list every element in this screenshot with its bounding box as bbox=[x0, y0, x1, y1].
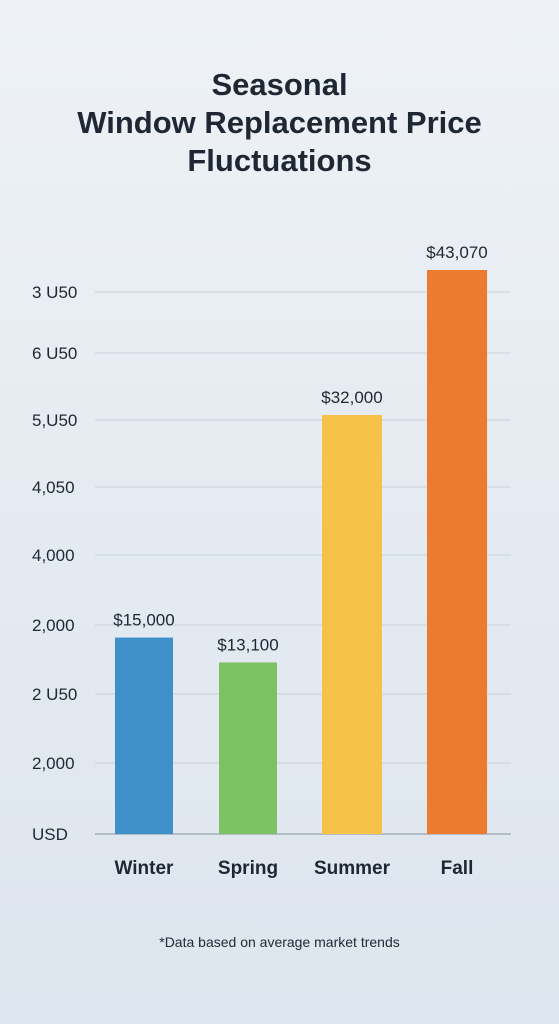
y-tick-label: USD bbox=[32, 825, 68, 844]
data-labels: $15,000 $13,100 $32,000 $43,070 bbox=[113, 243, 487, 654]
x-tick-label: Summer bbox=[314, 858, 391, 879]
bar-winter bbox=[115, 637, 173, 834]
data-label: $13,100 bbox=[217, 635, 278, 654]
chart-title-line-2: Window Replacement Price bbox=[77, 105, 482, 140]
data-label: $15,000 bbox=[113, 611, 174, 630]
y-tick-label: 4,050 bbox=[32, 478, 75, 497]
y-tick-label: 6 U50 bbox=[32, 344, 77, 363]
y-tick-label: 3 U50 bbox=[32, 283, 77, 302]
y-tick-label: 5,U50 bbox=[32, 411, 77, 430]
y-tick-label: 4,000 bbox=[32, 546, 75, 565]
x-tick-label: Spring bbox=[218, 858, 278, 879]
y-axis-ticks: USD 2,000 2 U50 2,000 4,000 4,050 5,U50 6 U50 3 … bbox=[32, 283, 77, 844]
x-axis-ticks: Winter Spring Summer Fall bbox=[115, 858, 474, 879]
x-tick-label: Fall bbox=[441, 858, 474, 879]
bar-fall bbox=[427, 270, 487, 834]
x-tick-label: Winter bbox=[115, 858, 175, 879]
y-tick-label: 2,000 bbox=[32, 754, 75, 773]
chart-title-line-3: Fluctuations bbox=[187, 143, 372, 178]
chart-title-line-1: Seasonal bbox=[211, 67, 348, 102]
chart-title: Seasonal Window Replacement Price Fluctu… bbox=[0, 66, 559, 180]
bar-summer bbox=[322, 414, 382, 834]
y-tick-label: 2,000 bbox=[32, 616, 75, 635]
footnote: *Data based on average market trends bbox=[159, 934, 400, 950]
bar-spring bbox=[219, 662, 277, 834]
y-tick-label: 2 U50 bbox=[32, 685, 77, 704]
data-label: $43,070 bbox=[426, 243, 487, 262]
bars bbox=[115, 270, 487, 834]
data-label: $32,000 bbox=[321, 388, 382, 407]
